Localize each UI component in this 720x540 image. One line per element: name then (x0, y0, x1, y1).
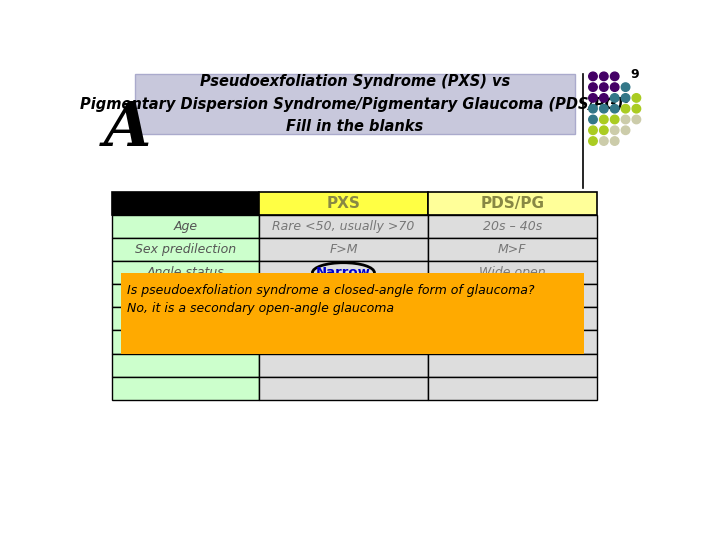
FancyBboxPatch shape (428, 238, 597, 261)
Circle shape (600, 126, 608, 134)
Circle shape (589, 137, 597, 145)
FancyBboxPatch shape (259, 377, 428, 400)
Circle shape (611, 126, 619, 134)
Text: Rare <50, usually >70: Rare <50, usually >70 (272, 220, 415, 233)
Text: F>M: F>M (329, 243, 358, 256)
Text: PXS: PXS (326, 196, 361, 211)
FancyBboxPatch shape (259, 192, 428, 215)
FancyBboxPatch shape (259, 330, 428, 354)
FancyBboxPatch shape (112, 261, 259, 284)
Circle shape (600, 115, 608, 124)
Text: Angle status: Angle status (146, 266, 224, 279)
FancyBboxPatch shape (112, 377, 259, 400)
FancyBboxPatch shape (428, 307, 597, 330)
FancyBboxPatch shape (112, 330, 259, 354)
Ellipse shape (312, 262, 374, 283)
FancyBboxPatch shape (112, 192, 259, 215)
Text: PDS/PG: PDS/PG (480, 196, 544, 211)
Circle shape (621, 83, 630, 91)
Circle shape (600, 83, 608, 91)
FancyBboxPatch shape (428, 330, 597, 354)
Circle shape (611, 104, 619, 113)
Circle shape (600, 104, 608, 113)
Circle shape (589, 126, 597, 134)
Circle shape (611, 83, 619, 91)
Circle shape (600, 72, 608, 80)
Text: 20s – 40s: 20s – 40s (482, 220, 542, 233)
Text: Sex predilection: Sex predilection (135, 243, 236, 256)
Circle shape (589, 83, 597, 91)
Text: A: A (104, 99, 151, 159)
Circle shape (632, 115, 641, 124)
FancyBboxPatch shape (112, 307, 259, 330)
Text: Wide open: Wide open (479, 266, 546, 279)
Circle shape (621, 126, 630, 134)
FancyBboxPatch shape (112, 238, 259, 261)
Circle shape (589, 104, 597, 113)
Circle shape (589, 93, 597, 102)
FancyBboxPatch shape (259, 215, 428, 238)
Circle shape (589, 115, 597, 124)
FancyBboxPatch shape (259, 238, 428, 261)
Circle shape (600, 137, 608, 145)
Circle shape (611, 72, 619, 80)
Circle shape (600, 93, 608, 102)
Circle shape (621, 104, 630, 113)
FancyBboxPatch shape (259, 261, 428, 284)
Circle shape (632, 104, 641, 113)
Text: 9: 9 (630, 68, 639, 81)
FancyBboxPatch shape (259, 307, 428, 330)
Circle shape (611, 115, 619, 124)
FancyBboxPatch shape (112, 215, 259, 238)
Circle shape (621, 115, 630, 124)
Circle shape (589, 72, 597, 80)
FancyBboxPatch shape (428, 354, 597, 377)
Text: Narrow: Narrow (316, 266, 371, 279)
FancyBboxPatch shape (259, 354, 428, 377)
FancyBboxPatch shape (259, 284, 428, 307)
FancyBboxPatch shape (428, 377, 597, 400)
FancyBboxPatch shape (428, 261, 597, 284)
FancyBboxPatch shape (428, 192, 597, 215)
Circle shape (611, 93, 619, 102)
FancyBboxPatch shape (121, 273, 585, 354)
Circle shape (632, 93, 641, 102)
FancyBboxPatch shape (428, 215, 597, 238)
Text: Age: Age (174, 220, 197, 233)
Text: Pseudoexfoliation Syndrome (PXS) vs
Pigmentary Dispersion Syndrome/Pigmentary Gl: Pseudoexfoliation Syndrome (PXS) vs Pigm… (81, 75, 629, 134)
Text: Is pseudoexfoliation syndrome a closed-angle form of glaucoma?
No, it is a secon: Is pseudoexfoliation syndrome a closed-a… (127, 284, 535, 315)
FancyBboxPatch shape (135, 74, 575, 134)
FancyBboxPatch shape (112, 354, 259, 377)
FancyBboxPatch shape (428, 284, 597, 307)
FancyBboxPatch shape (112, 284, 259, 307)
Circle shape (621, 93, 630, 102)
Circle shape (611, 137, 619, 145)
Text: M>F: M>F (498, 243, 526, 256)
